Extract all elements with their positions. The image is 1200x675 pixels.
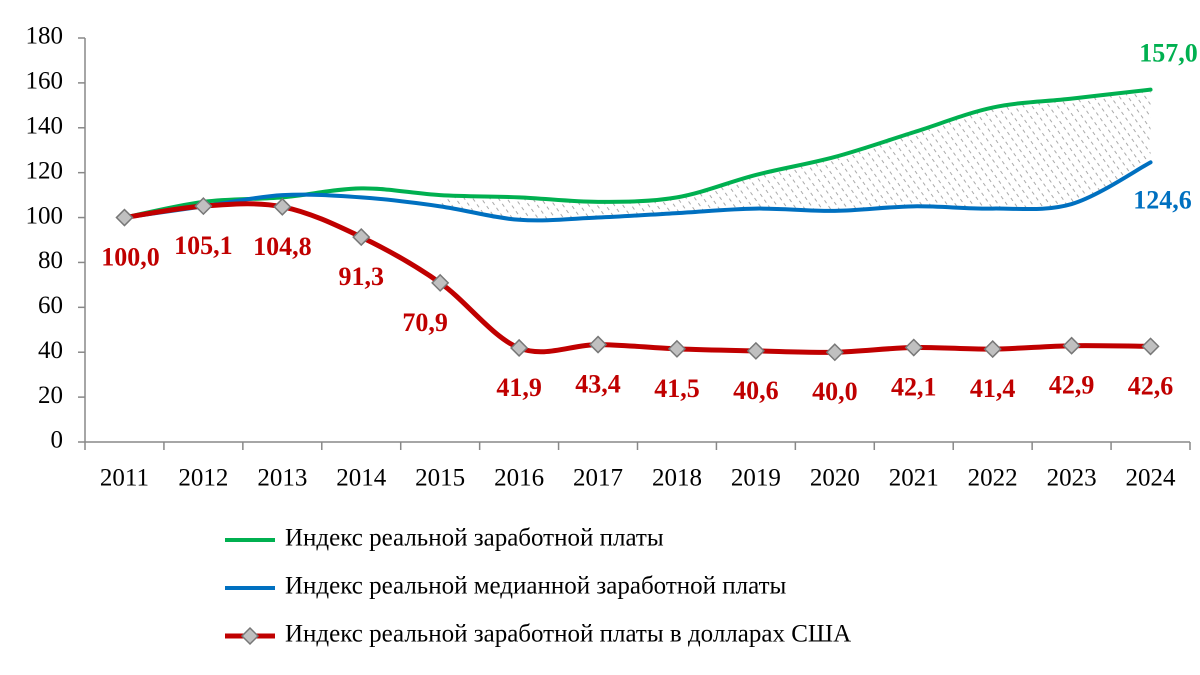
marker xyxy=(1062,336,1081,355)
x-tick-label: 2023 xyxy=(1047,465,1097,492)
x-tick-label: 2017 xyxy=(573,465,623,492)
legend-label: Индекс реальной заработной платы в долла… xyxy=(285,621,851,648)
series-line xyxy=(121,201,1154,355)
data-label: 41,5 xyxy=(654,374,700,403)
data-label: 41,4 xyxy=(970,374,1016,403)
data-label: 105,1 xyxy=(174,231,233,260)
data-label: 100,0 xyxy=(101,243,160,272)
marker xyxy=(588,335,608,354)
data-label: 42,1 xyxy=(891,372,937,401)
data-label: 157,0 xyxy=(1139,39,1198,68)
y-tick-label: 60 xyxy=(38,292,63,319)
x-tick-label: 2024 xyxy=(1126,465,1177,492)
marker xyxy=(510,338,529,358)
gap-hatch xyxy=(440,89,1151,221)
data-label: 70,9 xyxy=(402,308,448,337)
marker xyxy=(1141,337,1160,356)
marker xyxy=(194,197,213,216)
x-tick-label: 2013 xyxy=(257,465,307,492)
x-tick-label: 2014 xyxy=(336,465,387,492)
series-line xyxy=(122,160,1153,223)
y-tick-label: 100 xyxy=(26,202,64,229)
marker xyxy=(983,340,1002,359)
marker xyxy=(746,341,765,360)
data-label: 40,6 xyxy=(733,376,779,405)
y-tick-label: 180 xyxy=(26,23,64,50)
x-tick-label: 2018 xyxy=(652,465,702,492)
marker xyxy=(115,208,134,227)
x-tick-label: 2021 xyxy=(889,465,939,492)
x-tick-label: 2020 xyxy=(810,465,860,492)
data-label: 42,9 xyxy=(1049,371,1095,400)
y-tick-label: 160 xyxy=(26,68,64,95)
x-tick-label: 2016 xyxy=(494,465,544,492)
legend-label: Индекс реальной медианной заработной пла… xyxy=(285,573,787,600)
data-label: 42,6 xyxy=(1128,371,1174,400)
data-label: 124,6 xyxy=(1133,185,1192,214)
y-tick-label: 20 xyxy=(38,382,63,409)
marker xyxy=(825,343,844,362)
data-label: 104,8 xyxy=(253,232,312,261)
data-label: 91,3 xyxy=(339,262,385,291)
y-tick-label: 120 xyxy=(26,157,64,184)
marker xyxy=(904,338,923,357)
legend-marker xyxy=(240,626,260,646)
y-tick-label: 40 xyxy=(38,337,63,364)
marker xyxy=(667,339,687,358)
data-label: 40,0 xyxy=(812,377,858,406)
y-tick-label: 80 xyxy=(38,247,63,274)
x-tick-label: 2022 xyxy=(968,465,1018,492)
hatch-layer xyxy=(440,89,1151,221)
x-tick-label: 2019 xyxy=(731,465,781,492)
data-label: 41,9 xyxy=(496,373,542,402)
x-tick-label: 2012 xyxy=(178,465,228,492)
y-tick-label: 140 xyxy=(26,113,64,140)
x-tick-label: 2015 xyxy=(415,465,465,492)
x-tick-label: 2011 xyxy=(100,465,149,492)
data-label: 43,4 xyxy=(575,370,621,399)
marker xyxy=(352,228,371,247)
marker xyxy=(273,197,292,216)
marker xyxy=(431,273,450,292)
y-tick-label: 0 xyxy=(51,427,64,454)
legend-label: Индекс реальной заработной платы xyxy=(285,525,664,552)
